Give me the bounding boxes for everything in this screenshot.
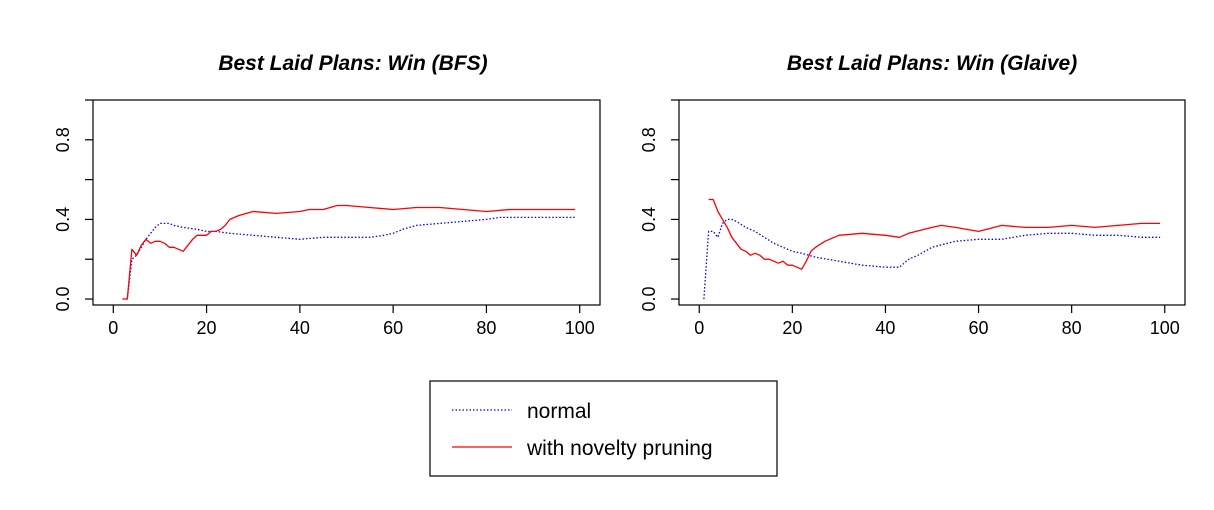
- x-axis: 0 20 40 60 80 100: [108, 305, 595, 338]
- legend-label-novelty-pruning: with novelty pruning: [526, 437, 713, 460]
- series-line-normal: [703, 218, 1161, 300]
- legend-box: [429, 380, 778, 477]
- series-line-normal: [122, 216, 576, 300]
- panel-bfs: Best Laid Plans: Win (BFS) 0 20 40 60 80 100 …: [53, 52, 601, 338]
- chart-title: Best Laid Plans: Win (Glaive): [787, 52, 1077, 75]
- legend: normal with novelty pruning: [429, 380, 778, 477]
- x-tick-label: 40: [290, 318, 310, 338]
- x-tick-label: 80: [476, 318, 496, 338]
- series-line-with-novelty-pruning: [708, 198, 1161, 270]
- x-tick-label: 20: [197, 318, 217, 338]
- y-tick-label: 0.0: [639, 287, 659, 312]
- plot-frame: [92, 99, 601, 306]
- y-axis: 0.0 0.4 0.8: [639, 99, 679, 312]
- panel-glaive: Best Laid Plans: Win (Glaive) 0 20 40 60 80 1…: [639, 52, 1186, 338]
- x-tick-label: 100: [1150, 318, 1180, 338]
- chart-title: Best Laid Plans: Win (BFS): [218, 52, 487, 75]
- y-tick-label: 0.4: [639, 207, 659, 232]
- y-tick-label: 0.8: [53, 127, 73, 152]
- y-tick-label: 0.8: [639, 127, 659, 152]
- x-tick-label: 100: [565, 318, 595, 338]
- x-axis: 0 20 40 60 80 100: [694, 305, 1180, 338]
- x-tick-label: 0: [108, 318, 118, 338]
- series-line-with-novelty-pruning: [122, 204, 576, 300]
- x-tick-label: 20: [782, 318, 802, 338]
- x-tick-label: 80: [1062, 318, 1082, 338]
- y-tick-label: 0.0: [53, 287, 73, 312]
- series-layer: [703, 198, 1161, 300]
- x-tick-label: 60: [383, 318, 403, 338]
- legend-label-normal: normal: [527, 400, 591, 423]
- plot-frame: [678, 99, 1186, 306]
- y-tick-label: 0.4: [53, 207, 73, 232]
- x-tick-label: 40: [875, 318, 895, 338]
- y-axis: 0.0 0.4 0.8: [53, 99, 93, 312]
- x-tick-label: 60: [969, 318, 989, 338]
- x-tick-label: 0: [694, 318, 704, 338]
- series-layer: [122, 204, 576, 300]
